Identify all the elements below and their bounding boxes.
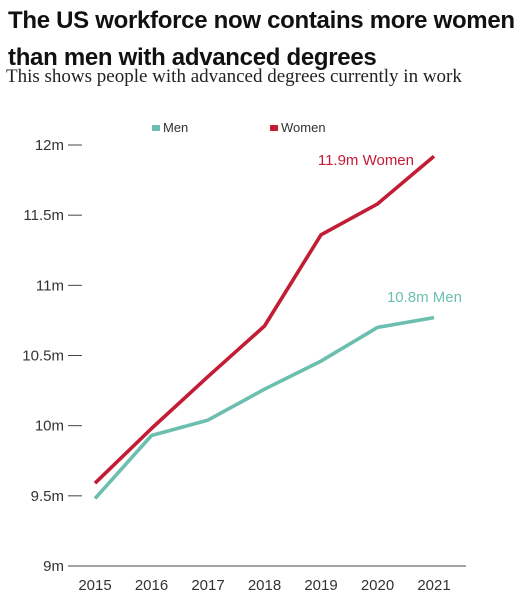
series-line-men [93, 315, 435, 500]
x-tick-label: 2016 [135, 577, 168, 594]
annotation-men: 10.8m Men [387, 289, 462, 306]
y-tick-label: 9m [43, 558, 64, 575]
y-tick-label: 11m [36, 277, 64, 294]
legend-swatch-women [270, 125, 278, 131]
y-tick-label: 10m [35, 418, 64, 435]
x-tick-label: 2015 [78, 577, 111, 594]
y-axis: 9m 9.5m 10m 10.5m 11m 11.5m 12m [22, 137, 82, 575]
y-tick-label: 12m [35, 137, 64, 154]
y-tick-label: 9.5m [31, 488, 64, 505]
legend-label-women: Women [281, 120, 326, 135]
x-tick-label: 2020 [361, 577, 394, 594]
annotations: 11.9m Women 10.8m Men [318, 152, 462, 306]
annotation-women: 11.9m Women [318, 152, 414, 169]
x-tick-label: 2019 [304, 577, 337, 594]
x-tick-label: 2018 [248, 577, 281, 594]
series-lines [93, 154, 436, 500]
x-tick-label: 2021 [417, 577, 450, 594]
legend: Men Women [152, 120, 326, 135]
y-tick-label: 10.5m [22, 348, 64, 365]
series-line-women [93, 154, 436, 485]
chart-title: The US workforce now contains more women… [8, 7, 515, 71]
x-tick-label: 2017 [191, 577, 224, 594]
x-axis: 2015 2016 2017 2018 2019 2020 2021 [68, 565, 466, 594]
y-tick-label: 11.5m [23, 207, 64, 224]
legend-swatch-men [152, 125, 160, 131]
chart-subtitle: This shows people with advanced degrees … [6, 66, 462, 87]
legend-label-men: Men [163, 120, 188, 135]
